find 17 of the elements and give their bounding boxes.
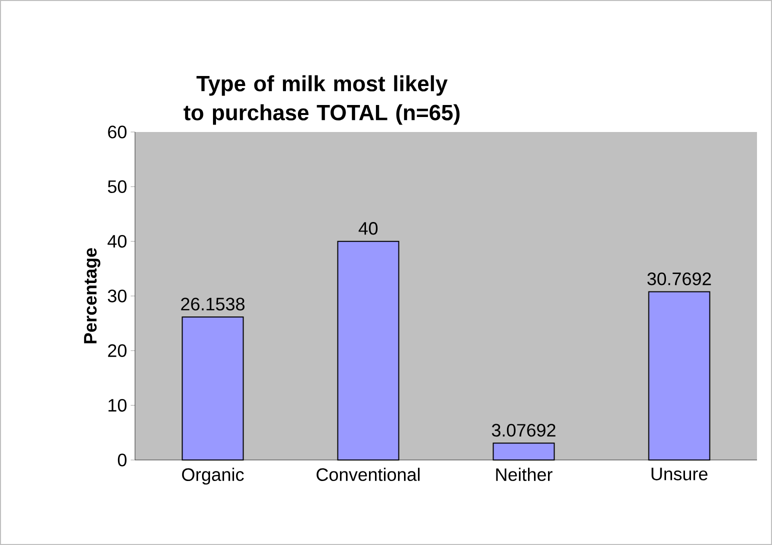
data-label: 26.1538 (181, 298, 244, 310)
y-tick-label: 50 (108, 180, 127, 194)
x-tick-label: Organic (182, 468, 244, 485)
y-axis-title: Percentage (84, 248, 100, 344)
y-tick-label: 20 (108, 344, 127, 358)
y-tick-label: 40 (108, 234, 127, 248)
y-tick-label: 10 (108, 398, 127, 412)
chart-title: Type of milk most likely to purchase TOTAL (n=65) (184, 75, 460, 125)
x-tick-label: Neither (496, 468, 552, 481)
y-tick-label: 0 (118, 454, 127, 466)
y-tick-label: 30 (108, 290, 127, 302)
data-label: 3.07692 (492, 424, 556, 437)
x-tick-label: Unsure (652, 468, 708, 480)
data-label: 40 (358, 222, 378, 235)
y-tick-label: 60 (108, 126, 127, 138)
x-tick-label: Conventional (316, 468, 420, 481)
data-label: 30.7692 (647, 272, 711, 286)
